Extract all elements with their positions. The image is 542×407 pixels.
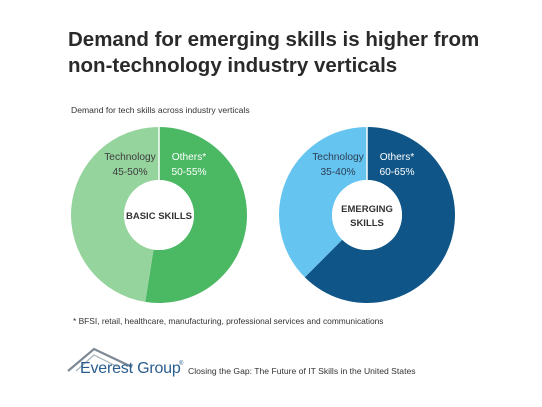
donut-1-center-label: EMERGING bbox=[341, 204, 393, 215]
donut-0-center-label: BASIC SKILLS bbox=[126, 211, 192, 222]
donut-1-label-others: Others* bbox=[380, 152, 415, 163]
logo-text: Everest Group bbox=[80, 360, 181, 377]
source-caption: Closing the Gap: The Future of IT Skills… bbox=[188, 366, 416, 376]
footnote: * BFSI, retail, healthcare, manufacturin… bbox=[73, 316, 384, 326]
donut-1-value-technology: 35-40% bbox=[320, 167, 355, 178]
donut-0-slice-others bbox=[145, 127, 248, 303]
everest-peak-icon bbox=[67, 347, 133, 372]
chart-subtitle: Demand for tech skills across industry v… bbox=[71, 105, 250, 115]
donut-0-value-technology: 45-50% bbox=[112, 167, 147, 178]
donut-0-label-technology: Technology bbox=[104, 152, 156, 163]
logo-registered-mark: ® bbox=[179, 361, 184, 367]
donut-0-value-others: 50-55% bbox=[171, 167, 206, 178]
donut-1-slice-others bbox=[304, 127, 455, 303]
donut-1-value-others: 60-65% bbox=[379, 167, 414, 178]
chart-title: Demand for emerging skills is higher fro… bbox=[68, 28, 480, 77]
donut-1-center-label: SKILLS bbox=[350, 218, 384, 229]
donut-0-label-others: Others* bbox=[172, 152, 207, 163]
donut-0-hole bbox=[124, 180, 194, 250]
donut-1-slice-technology bbox=[278, 127, 367, 278]
donut-1-label-technology: Technology bbox=[312, 152, 364, 163]
donut-1-hole bbox=[332, 180, 402, 250]
donut-0-slice-technology bbox=[71, 127, 159, 302]
